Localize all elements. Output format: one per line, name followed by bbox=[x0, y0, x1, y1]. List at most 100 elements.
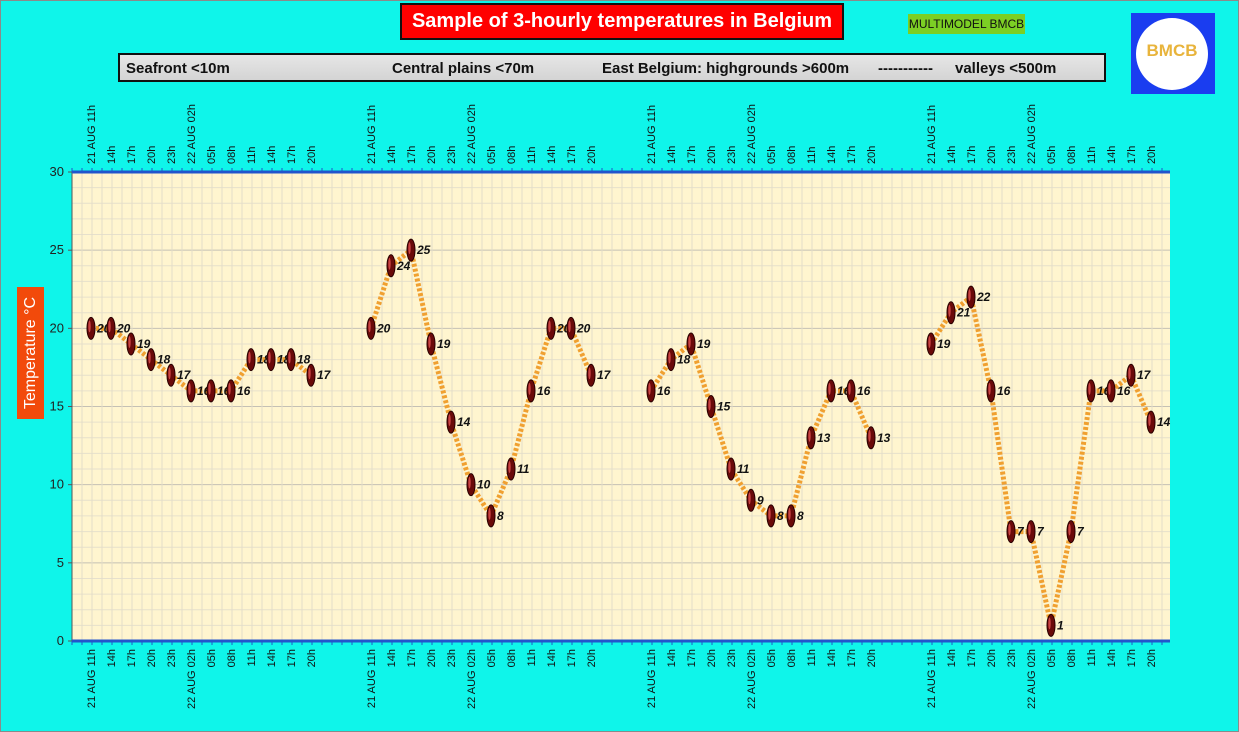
x-tick-label-bottom: 20h bbox=[1146, 649, 1158, 667]
x-tick-label-bottom: 14h bbox=[666, 649, 678, 667]
data-point-highlight bbox=[268, 351, 271, 364]
x-tick-label-top: 14h bbox=[106, 146, 118, 164]
data-point bbox=[866, 426, 876, 450]
x-tick-label-top: 22 AUG 02h bbox=[746, 104, 758, 164]
x-tick-label-top: 21 AUG 11h bbox=[366, 105, 378, 164]
data-point bbox=[226, 379, 236, 403]
data-point bbox=[406, 238, 416, 262]
data-label: 17 bbox=[1137, 368, 1152, 382]
x-tick-label-bottom: 20h bbox=[866, 649, 878, 667]
x-tick-label-bottom: 22 AUG 02h bbox=[746, 649, 758, 709]
x-tick-label-top: 20h bbox=[986, 146, 998, 164]
x-tick-label-bottom: 17h bbox=[406, 649, 418, 667]
data-point bbox=[806, 426, 816, 450]
data-label: 13 bbox=[877, 431, 891, 445]
x-tick-label-top: 08h bbox=[1066, 146, 1078, 164]
x-tick-label-top: 05h bbox=[486, 146, 498, 164]
data-point bbox=[1146, 410, 1156, 434]
data-label: 16 bbox=[537, 384, 551, 398]
x-tick-label-bottom: 20h bbox=[586, 649, 598, 667]
y-tick-label: 10 bbox=[50, 477, 64, 492]
x-tick-label-top: 17h bbox=[846, 146, 858, 164]
logo-emblem: BMCB bbox=[1136, 18, 1208, 90]
data-label: 9 bbox=[757, 493, 764, 507]
data-point-highlight bbox=[448, 414, 451, 427]
data-label: 16 bbox=[237, 384, 251, 398]
data-point-highlight bbox=[488, 507, 491, 520]
x-tick-label-bottom: 23h bbox=[166, 649, 178, 667]
x-tick-label-bottom: 21 AUG 11h bbox=[926, 649, 938, 708]
data-point-highlight bbox=[968, 289, 971, 302]
x-tick-label-bottom: 21 AUG 11h bbox=[86, 649, 98, 708]
y-tick-label: 0 bbox=[57, 633, 64, 648]
data-point-highlight bbox=[1068, 523, 1071, 536]
x-tick-label-bottom: 17h bbox=[566, 649, 578, 667]
data-label: 19 bbox=[137, 337, 151, 351]
data-point bbox=[726, 457, 736, 481]
data-point-highlight bbox=[188, 382, 191, 395]
model-badge: MULTIMODEL BMCB bbox=[908, 14, 1025, 34]
data-point-highlight bbox=[248, 351, 251, 364]
data-point-highlight bbox=[228, 382, 231, 395]
data-point bbox=[646, 379, 656, 403]
data-point bbox=[526, 379, 536, 403]
x-tick-label-bottom: 17h bbox=[686, 649, 698, 667]
data-point-highlight bbox=[848, 382, 851, 395]
data-point bbox=[826, 379, 836, 403]
data-point bbox=[946, 301, 956, 325]
data-label: 10 bbox=[477, 478, 491, 492]
data-point-highlight bbox=[948, 304, 951, 317]
x-tick-label-bottom: 20h bbox=[306, 649, 318, 667]
x-tick-label-top: 21 AUG 11h bbox=[646, 105, 658, 164]
bmcb-logo: BMCB bbox=[1131, 13, 1215, 94]
data-point bbox=[306, 363, 316, 387]
data-point bbox=[106, 316, 116, 340]
data-point-highlight bbox=[868, 429, 871, 442]
x-tick-label-top: 20h bbox=[706, 146, 718, 164]
x-tick-label-top: 20h bbox=[866, 146, 878, 164]
x-tick-label-top: 22 AUG 02h bbox=[186, 104, 198, 164]
x-tick-label-top: 17h bbox=[1126, 146, 1138, 164]
data-label: 22 bbox=[976, 290, 991, 304]
x-tick-label-bottom: 14h bbox=[1106, 649, 1118, 667]
x-tick-label-bottom: 17h bbox=[966, 649, 978, 667]
x-tick-label-bottom: 14h bbox=[946, 649, 958, 667]
region-seafront: Seafront <10m bbox=[126, 60, 230, 77]
data-label: 17 bbox=[597, 368, 612, 382]
x-tick-label-top: 20h bbox=[426, 146, 438, 164]
data-label: 16 bbox=[1117, 384, 1131, 398]
data-label: 11 bbox=[517, 462, 530, 476]
x-tick-label-bottom: 11h bbox=[526, 649, 538, 667]
data-point-highlight bbox=[1008, 523, 1011, 536]
data-point-highlight bbox=[108, 320, 111, 333]
x-tick-label-top: 23h bbox=[446, 146, 458, 164]
x-tick-label-bottom: 14h bbox=[386, 649, 398, 667]
x-tick-label-top: 08h bbox=[786, 146, 798, 164]
data-label: 14 bbox=[1157, 415, 1171, 429]
x-tick-label-bottom: 14h bbox=[546, 649, 558, 667]
data-label: 18 bbox=[677, 353, 691, 367]
data-point-highlight bbox=[1088, 382, 1091, 395]
data-point bbox=[846, 379, 856, 403]
data-point bbox=[1126, 363, 1136, 387]
x-tick-label-bottom: 05h bbox=[486, 649, 498, 667]
x-tick-label-bottom: 20h bbox=[706, 649, 718, 667]
data-point-highlight bbox=[1128, 367, 1131, 380]
data-label: 16 bbox=[997, 384, 1011, 398]
data-point bbox=[266, 348, 276, 372]
data-label: 25 bbox=[416, 243, 431, 257]
data-point-highlight bbox=[88, 320, 91, 333]
data-point bbox=[546, 316, 556, 340]
x-tick-label-top: 22 AUG 02h bbox=[466, 104, 478, 164]
data-point-highlight bbox=[708, 398, 711, 411]
x-tick-label-bottom: 21 AUG 11h bbox=[646, 649, 658, 708]
data-label: 7 bbox=[1077, 525, 1085, 539]
x-tick-label-bottom: 23h bbox=[726, 649, 738, 667]
x-tick-label-bottom: 22 AUG 02h bbox=[466, 649, 478, 709]
x-tick-label-bottom: 05h bbox=[206, 649, 218, 667]
x-tick-label-top: 14h bbox=[1106, 146, 1118, 164]
x-tick-label-bottom: 17h bbox=[846, 649, 858, 667]
x-tick-label-top: 20h bbox=[1146, 146, 1158, 164]
data-point bbox=[206, 379, 216, 403]
